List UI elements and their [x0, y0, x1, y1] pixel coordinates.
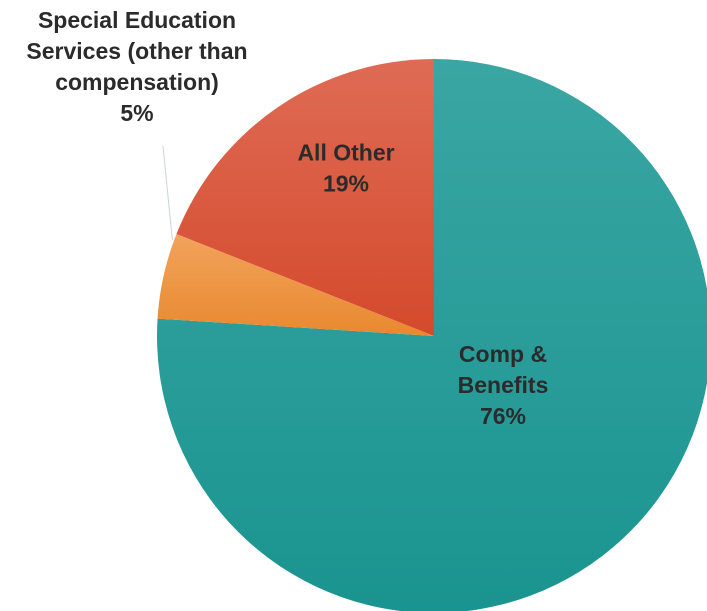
slice-category-label: compensation)	[55, 69, 219, 95]
slice-category-label: Services (other than	[26, 38, 247, 64]
leader-line	[162, 145, 173, 241]
slice-category-label: Comp &	[459, 341, 547, 367]
pie-slice-all-other	[176, 59, 435, 336]
slice-label: All Other 19%	[297, 140, 394, 197]
slice-labels: Comp & Benefits 76% Special Education Servic…	[26, 7, 548, 429]
slice-value-label: 5%	[120, 100, 153, 126]
slice-label: Comp & Benefits 76%	[458, 341, 549, 429]
slice-value-label: 76%	[480, 403, 526, 429]
slice-category-label: Benefits	[458, 372, 549, 398]
pie-slice-special-education	[157, 234, 434, 336]
slice-category-label: Special Education	[38, 7, 236, 33]
pie-slice-comp	[157, 59, 707, 611]
leader-lines	[162, 145, 173, 241]
slice-category-label: All Other	[297, 140, 394, 166]
slice-value-label: 19%	[323, 171, 369, 197]
slice-label: Special Education Services (other than com…	[26, 7, 247, 126]
pie-slices	[157, 59, 707, 611]
